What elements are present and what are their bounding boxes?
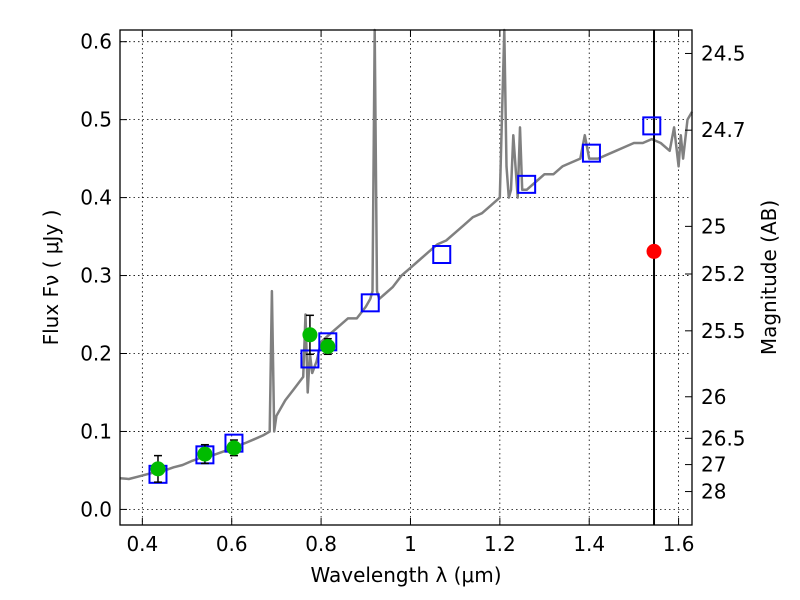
right-tick-label: 24.5 <box>701 41 746 65</box>
x-tick-label: 0.6 <box>216 532 248 556</box>
red-flux-point <box>646 243 662 259</box>
observed-flux-point <box>150 461 166 477</box>
model-flux-square <box>517 174 537 194</box>
observed-flux-point <box>197 446 213 462</box>
y-tick-label: 0.1 <box>80 419 112 443</box>
model-flux-square <box>360 293 380 313</box>
marker-layer <box>148 30 662 525</box>
x-tick-label: 1.6 <box>663 532 695 556</box>
x-tick-label: 1.2 <box>484 532 516 556</box>
y-tick-label: 0.3 <box>80 264 112 288</box>
y-tick-label: 0.5 <box>80 108 112 132</box>
y-tick-label: 0.4 <box>80 186 112 210</box>
right-tick-label: 25.5 <box>701 319 746 343</box>
x-tick-label: 1.4 <box>573 532 605 556</box>
model-flux-square <box>581 143 601 163</box>
x-tick-label: 0.4 <box>126 532 158 556</box>
observed-flux-point <box>226 440 242 456</box>
spectrum-layer <box>119 28 694 481</box>
right-tick-label: 27 <box>701 453 726 477</box>
right-tick-label: 25.2 <box>701 262 746 286</box>
x-tick-label: 0.8 <box>305 532 337 556</box>
y-axis-label: Flux Fν ( μJy ) <box>39 210 63 346</box>
y-tick-label: 0.0 <box>80 497 112 521</box>
spectrum-line <box>119 28 694 481</box>
grid <box>120 30 692 525</box>
right-axis-label: Magnitude (AB) <box>757 200 781 355</box>
right-tick-label: 24.7 <box>701 118 746 142</box>
model-flux-square <box>432 245 452 265</box>
observed-flux-point <box>320 338 336 354</box>
plot-frame <box>119 29 693 526</box>
right-tick-label: 26 <box>701 385 726 409</box>
observed-flux-point <box>302 327 318 343</box>
right-tick-label: 26.5 <box>701 426 746 450</box>
model-flux-square <box>642 116 662 136</box>
x-tick-label: 1 <box>404 532 417 556</box>
right-tick-label: 28 <box>701 480 726 504</box>
right-tick-label: 25 <box>701 214 726 238</box>
x-axis-label: Wavelength λ (μm) <box>310 563 501 587</box>
y-tick-label: 0.6 <box>80 30 112 54</box>
tick-layer: 0.4 0.6 0.8 1 1.2 1.4 1.6 0.0 0.1 0.2 0.3 0.4 0.5 0.6… <box>80 30 745 556</box>
y-tick-label: 0.2 <box>80 342 112 366</box>
